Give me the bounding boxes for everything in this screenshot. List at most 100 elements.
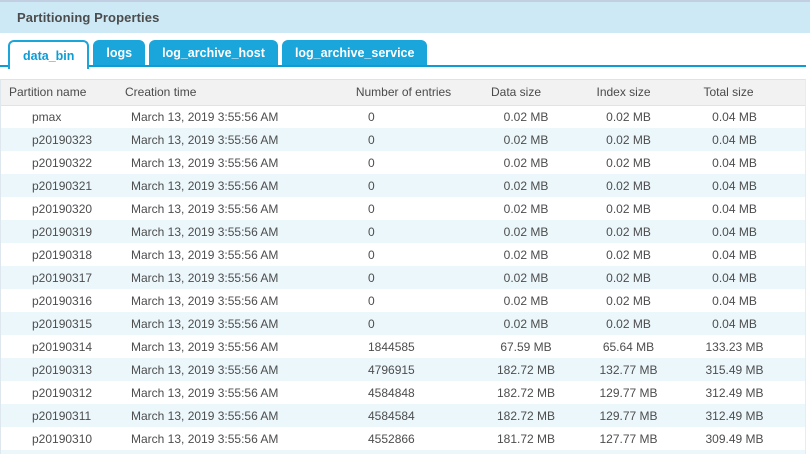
partition-name-cell: pmax <box>32 109 62 124</box>
filler-cell <box>781 312 805 335</box>
total-size-cell: 133.23 MB <box>705 339 764 354</box>
filler-cell <box>781 427 805 450</box>
index-size-cell: 129.77 MB <box>599 385 658 400</box>
index-size-cell: 0.02 MB <box>606 293 651 308</box>
data-size-cell: 67.59 MB <box>500 339 552 354</box>
partition-name-cell: p20190314 <box>32 339 93 354</box>
total-size-cell: 0.04 MB <box>712 270 757 285</box>
creation-time-cell: March 13, 2019 3:55:56 AM <box>131 201 279 216</box>
filler-cell <box>781 381 805 404</box>
index-size-cell: 127.77 MB <box>599 431 658 446</box>
index-size-cell: 0.02 MB <box>606 316 651 331</box>
partition-name-cell: p20190311 <box>32 408 92 423</box>
index-size-cell: 0.02 MB <box>606 155 651 170</box>
entries-cell: 4584584 <box>368 408 415 423</box>
data-size-cell: 0.02 MB <box>503 270 549 285</box>
creation-time-cell: March 13, 2019 3:55:56 AM <box>131 132 279 147</box>
entries-cell: 0 <box>368 316 375 331</box>
creation-time-cell: March 13, 2019 3:55:56 AM <box>131 224 279 239</box>
filler-cell <box>781 197 805 220</box>
creation-time-cell: March 13, 2019 3:55:56 AM <box>131 178 279 193</box>
tab-log-archive-service[interactable]: log_archive_service <box>281 40 428 65</box>
total-size-cell: 0.04 MB <box>712 109 757 124</box>
table-row: p20190320 March 13, 2019 3:55:56 AM 0 0.02 … <box>1 197 805 220</box>
table-row: p20190323 March 13, 2019 3:55:56 AM 0 0.02 … <box>1 128 805 151</box>
creation-time-cell: March 13, 2019 3:55:56 AM <box>131 109 279 124</box>
data-size-cell: 181.72 MB <box>496 431 556 446</box>
data-size-cell: 0.02 MB <box>503 155 549 170</box>
partition-name-cell: p20190312 <box>32 385 93 400</box>
total-size-cell: 0.04 MB <box>712 316 757 331</box>
partition-name-cell: p20190313 <box>32 362 93 377</box>
table-row: p20190321 March 13, 2019 3:55:56 AM 0 0.02 … <box>1 174 805 197</box>
index-size-cell: 129.77 MB <box>599 408 658 423</box>
filler-cell <box>781 220 805 243</box>
tab-logs[interactable]: logs <box>93 40 146 65</box>
table-row: p20190317 March 13, 2019 3:55:56 AM 0 0.02 … <box>1 266 805 289</box>
table-row: p20190315 March 13, 2019 3:55:56 AM 0 0.02 … <box>1 312 805 335</box>
data-size-cell: 0.02 MB <box>503 247 549 262</box>
tab-bar: data_bin logs log_archive_host log_archive_… <box>0 40 806 69</box>
creation-time-cell: March 13, 2019 3:55:56 AM <box>131 155 279 170</box>
total-size-cell: 0.04 MB <box>712 224 757 239</box>
total-size-cell: 0.04 MB <box>712 155 757 170</box>
filler-cell <box>781 289 805 312</box>
page-title: Partitioning Properties <box>17 10 160 25</box>
column-header-data-size: Data size <box>461 80 571 106</box>
index-size-cell: 0.02 MB <box>606 178 651 193</box>
entries-cell: 0 <box>368 132 375 147</box>
entries-cell: 0 <box>368 109 375 124</box>
entries-cell: 0 <box>368 201 375 216</box>
total-size-cell: 0.04 MB <box>712 132 757 147</box>
filler-cell <box>781 105 805 128</box>
total-size-cell: 0.04 MB <box>712 247 757 262</box>
table-row: p20190316 March 13, 2019 3:55:56 AM 0 0.02 … <box>1 289 805 312</box>
index-size-cell: 65.64 MB <box>602 339 655 354</box>
table-row: p20190314 March 13, 2019 3:55:56 AM 184458… <box>1 335 805 358</box>
filler-cell <box>781 174 805 197</box>
tab-log-archive-host[interactable]: log_archive_host <box>149 40 278 65</box>
partial-next-row <box>1 450 805 454</box>
entries-cell: 4584848 <box>368 385 415 400</box>
partition-name-cell: p20190315 <box>32 316 93 331</box>
table-row: p20190310 March 13, 2019 3:55:56 AM 455286… <box>1 427 805 450</box>
entries-cell: 4796915 <box>368 362 415 377</box>
total-size-cell: 0.04 MB <box>712 201 757 216</box>
table-header-row: Partition name Creation time Number of ent… <box>1 80 805 106</box>
table-row: p20190322 March 13, 2019 3:55:56 AM 0 0.02 … <box>1 151 805 174</box>
index-size-cell: 132.77 MB <box>599 362 658 377</box>
filler-cell <box>781 128 805 151</box>
panel-header: Partitioning Properties <box>0 0 810 33</box>
creation-time-cell: March 13, 2019 3:55:56 AM <box>131 339 279 354</box>
table-row: p20190312 March 13, 2019 3:55:56 AM 458484… <box>1 381 805 404</box>
column-header-filler <box>781 80 805 106</box>
entries-cell: 0 <box>368 293 375 308</box>
data-size-cell: 0.02 MB <box>503 109 549 124</box>
table-row: pmax March 13, 2019 3:55:56 AM 0 0.02 MB 0.0… <box>1 105 805 128</box>
column-header-partition-name: Partition name <box>1 80 111 106</box>
creation-time-cell: March 13, 2019 3:55:56 AM <box>131 385 279 400</box>
total-size-cell: 312.49 MB <box>705 408 764 423</box>
data-size-cell: 0.02 MB <box>503 293 549 308</box>
total-size-cell: 309.49 MB <box>705 431 764 446</box>
data-size-cell: 182.72 MB <box>496 408 556 423</box>
index-size-cell: 0.02 MB <box>606 132 651 147</box>
data-size-cell: 0.02 MB <box>503 316 549 331</box>
partition-name-cell: p20190320 <box>32 201 93 216</box>
entries-cell: 0 <box>368 270 375 285</box>
entries-cell: 4552866 <box>368 431 415 446</box>
creation-time-cell: March 13, 2019 3:55:56 AM <box>131 362 279 377</box>
partition-name-cell: p20190321 <box>32 178 93 193</box>
partition-table: Partition name Creation time Number of ent… <box>1 80 805 450</box>
partition-name-cell: p20190322 <box>32 155 93 170</box>
total-size-cell: 0.04 MB <box>712 178 757 193</box>
creation-time-cell: March 13, 2019 3:55:56 AM <box>131 247 279 262</box>
creation-time-cell: March 13, 2019 3:55:56 AM <box>131 270 279 285</box>
partition-name-cell: p20190310 <box>32 431 93 446</box>
column-header-number-of-entries: Number of entries <box>346 80 461 106</box>
partition-name-cell: p20190318 <box>32 247 93 262</box>
tab-data-bin[interactable]: data_bin <box>8 40 90 69</box>
table-row: p20190318 March 13, 2019 3:55:56 AM 0 0.02 … <box>1 243 805 266</box>
data-size-cell: 0.02 MB <box>503 178 549 193</box>
entries-cell: 1844585 <box>368 339 415 354</box>
